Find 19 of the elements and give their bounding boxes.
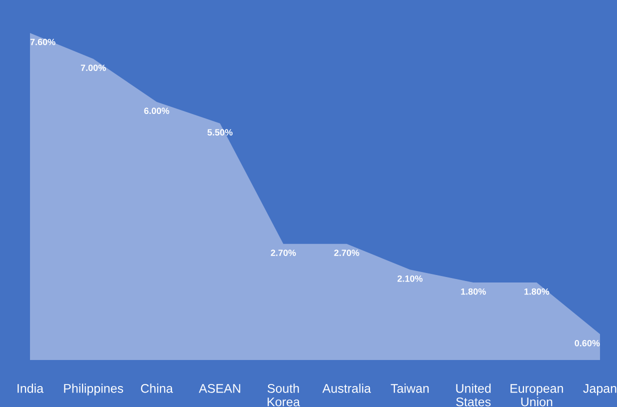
data-label: 2.70% [270,250,296,256]
x-tick-label: Japan [583,384,616,396]
data-label: 7.60% [30,38,56,46]
data-label: 7.00% [80,64,106,72]
data-label: 1.80% [461,288,486,295]
data-label: 1.80% [524,288,550,295]
x-tick-label: South Korea [268,384,300,406]
x-tick-label: Philippines [64,384,124,396]
x-tick-label: China [140,384,173,393]
data-label: 2.70% [334,250,360,256]
x-tick-label: Taiwan [390,384,429,393]
x-tick-label: India [18,384,44,393]
x-tick-label: Australia [322,384,371,393]
data-label: 0.60% [574,340,600,346]
data-label: 2.10% [398,275,423,282]
x-tick-label: United States [456,384,491,406]
x-tick-label: ASEAN [198,384,240,393]
x-tick-label: European Union [510,384,563,406]
data-label: 6.00% [144,108,170,114]
